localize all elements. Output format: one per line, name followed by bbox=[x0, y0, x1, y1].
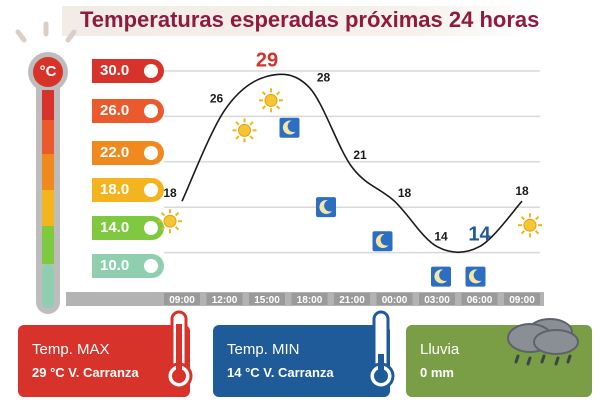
tag-dot-icon bbox=[144, 146, 158, 160]
scale-tag-label: 30.0 bbox=[100, 62, 130, 79]
x-tick-box bbox=[334, 293, 370, 305]
moon-crescent bbox=[319, 199, 332, 214]
tag-dot-icon bbox=[144, 183, 158, 197]
tag-divider bbox=[86, 178, 92, 202]
tag-divider bbox=[86, 99, 92, 123]
moon-crescent bbox=[468, 269, 482, 284]
x-tick-label: 03:00 bbox=[424, 295, 450, 306]
x-tick-box bbox=[504, 293, 540, 305]
scale-tag-22: 22.0 bbox=[86, 141, 164, 165]
data-label: 29 bbox=[256, 49, 278, 71]
title-banner bbox=[62, 6, 532, 36]
scale-thermometer bbox=[28, 52, 68, 314]
card-temp-max: Temp. MAX 29 °C V. Carranza bbox=[18, 325, 190, 397]
scale-tag-30: 30.0 bbox=[86, 59, 164, 83]
sun-icon bbox=[232, 118, 257, 143]
card-min-label: Temp. MIN bbox=[227, 341, 300, 358]
x-tick-label: 18:00 bbox=[297, 295, 323, 306]
x-tick-box bbox=[249, 293, 285, 305]
card-temp-min: Temp. MIN 14 °C V. Carranza bbox=[213, 325, 390, 397]
data-label: 18 bbox=[515, 184, 529, 198]
scale-tag-26: 26.0 bbox=[86, 99, 164, 123]
x-tick-label: 00:00 bbox=[382, 295, 408, 306]
x-tick-label: 09:00 bbox=[169, 295, 195, 306]
scale-tag-10: 10.0 bbox=[86, 254, 164, 278]
tag-divider bbox=[86, 216, 92, 240]
sun-rays-icon bbox=[15, 21, 77, 43]
x-tick-box bbox=[164, 293, 200, 305]
temperature-line-chart: 09:00 12:00 15:00 18:00 21:00 00:00 03:00 06:00… bbox=[66, 49, 544, 306]
x-tick-box bbox=[461, 293, 498, 305]
tag-divider bbox=[86, 254, 92, 278]
tag-dot-icon bbox=[144, 104, 158, 118]
moon-crescent bbox=[434, 269, 447, 284]
x-tick-box bbox=[376, 293, 413, 305]
sun-icon bbox=[158, 209, 182, 234]
scale-tag-label: 10.0 bbox=[100, 257, 130, 274]
scale-tag-label: 18.0 bbox=[100, 181, 130, 198]
card-min-value: 14 °C V. Carranza bbox=[227, 365, 334, 380]
data-label: 18 bbox=[163, 186, 177, 200]
thermometer-cold-icon bbox=[367, 310, 395, 390]
rain-cloud-icon bbox=[507, 318, 579, 366]
scale-tag-14: 14.0 bbox=[86, 216, 164, 240]
sun-icon bbox=[259, 88, 283, 113]
x-tick-box bbox=[206, 293, 243, 305]
card-max-label: Temp. MAX bbox=[32, 341, 110, 358]
data-label: 14 bbox=[434, 230, 448, 244]
moon-crescent bbox=[375, 234, 389, 249]
page-title: Temperaturas esperadas próximas 24 horas bbox=[80, 7, 540, 32]
scale-tag-label: 22.0 bbox=[100, 144, 130, 161]
tag-divider bbox=[86, 141, 92, 165]
tag-dot-icon bbox=[144, 221, 158, 235]
scale-tag-label: 14.0 bbox=[100, 219, 130, 236]
unit-label: °C bbox=[39, 63, 57, 80]
card-max-value: 29 °C V. Carranza bbox=[32, 365, 139, 380]
data-label: 14 bbox=[468, 224, 491, 246]
x-tick-label: 12:00 bbox=[212, 295, 238, 306]
scale-tag-label: 26.0 bbox=[100, 102, 130, 119]
x-tick-label: 06:00 bbox=[467, 295, 493, 306]
tag-divider bbox=[86, 59, 92, 83]
data-label: 18 bbox=[398, 186, 412, 200]
data-label: 26 bbox=[210, 91, 224, 105]
thermometer-hot-icon bbox=[165, 310, 193, 390]
x-tick-box bbox=[419, 293, 455, 305]
sun-icon bbox=[518, 213, 542, 238]
tag-dot-icon bbox=[144, 259, 158, 273]
x-tick-label: 15:00 bbox=[254, 295, 280, 306]
card-rain-value: 0 mm bbox=[420, 365, 454, 380]
x-tick-label: 21:00 bbox=[339, 295, 365, 306]
scale-tag-18: 18.0 bbox=[86, 178, 164, 202]
moon-crescent bbox=[282, 120, 296, 135]
tag-dot-icon bbox=[144, 64, 158, 78]
x-tick-box bbox=[291, 293, 328, 305]
temperature-series-line bbox=[181, 73, 523, 254]
card-rain-label: Lluvia bbox=[420, 341, 460, 358]
data-label: 21 bbox=[353, 148, 367, 162]
x-tick-label: 09:00 bbox=[509, 295, 535, 306]
data-label: 28 bbox=[317, 71, 331, 85]
